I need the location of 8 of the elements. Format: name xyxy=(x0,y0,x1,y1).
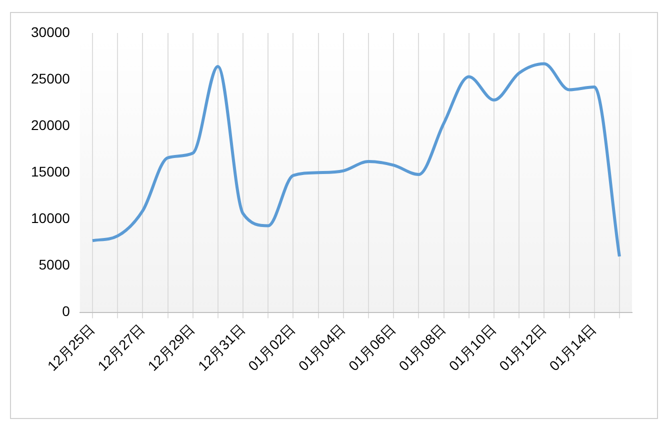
y-tick-label: 20000 xyxy=(30,116,70,133)
y-tick-label: 10000 xyxy=(30,210,70,226)
y-tick-label: 15000 xyxy=(30,164,70,180)
y-tick-label: 5000 xyxy=(38,256,70,273)
y-tick-label: 0 xyxy=(62,303,70,320)
line-series xyxy=(90,62,621,258)
y-tick-label: 25000 xyxy=(30,70,70,86)
y-tick-label: 30000 xyxy=(30,24,70,40)
